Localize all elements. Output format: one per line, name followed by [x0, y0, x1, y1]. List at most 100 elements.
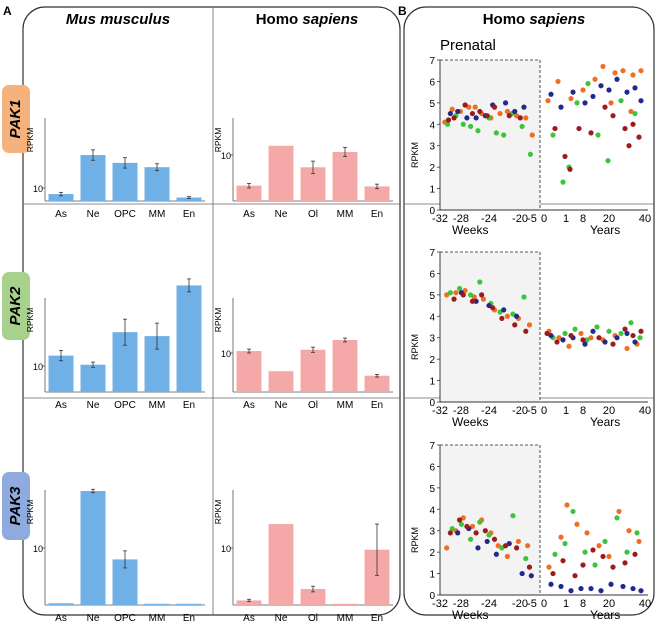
- data-point-orange: [628, 108, 634, 115]
- y-axis-label: RPKM: [213, 500, 223, 525]
- y-tick-label: 10: [221, 151, 231, 161]
- x-tick-label-en: En: [183, 209, 195, 220]
- data-point-red: [622, 560, 628, 566]
- data-point-green: [632, 110, 638, 117]
- data-point-navy: [582, 100, 588, 106]
- data-point-navy: [614, 76, 620, 82]
- y-tick-label: 1: [429, 185, 435, 196]
- gene-label-pak3: PAK3: [7, 486, 24, 526]
- data-point-navy: [447, 110, 453, 117]
- x-tick-label-as: As: [55, 400, 67, 411]
- panel-b-label: B: [398, 4, 407, 18]
- x-tick-label-postnatal: 0: [541, 405, 547, 417]
- data-point-green: [519, 123, 525, 130]
- x-tick-label-ne: Ne: [275, 400, 288, 411]
- data-point-red: [636, 134, 642, 140]
- data-point-green: [523, 555, 529, 562]
- x-tick-label-prenatal: -32: [432, 598, 448, 610]
- x-tick-label-en: En: [371, 209, 383, 220]
- y-tick-label: 7: [429, 441, 435, 452]
- data-point-orange: [638, 68, 644, 74]
- y-tick-label: 2: [429, 355, 435, 366]
- data-point-navy: [473, 115, 479, 121]
- prenatal-label: Prenatal: [440, 37, 496, 54]
- x-axis-label-years: Years: [590, 415, 620, 429]
- x-tick-label-en: En: [183, 400, 195, 411]
- data-point-navy: [455, 530, 461, 536]
- data-point-green: [560, 179, 566, 185]
- data-point-green: [456, 285, 463, 292]
- x-tick-label-mm: MM: [337, 209, 354, 220]
- data-point-red: [552, 125, 558, 132]
- x-tick-label-as: As: [243, 613, 255, 624]
- x-tick-label-ne: Ne: [275, 613, 288, 624]
- x-tick-label-prenatal: -20: [512, 598, 528, 610]
- panel-a-frame: [22, 6, 401, 616]
- bar-mm: [332, 340, 358, 392]
- x-tick-label-en: En: [183, 613, 195, 624]
- data-point-orange: [626, 528, 632, 534]
- data-point-navy: [582, 341, 588, 347]
- data-point-red: [482, 528, 488, 534]
- y-tick-label: 10: [33, 362, 43, 372]
- x-axis-label-weeks: Weeks: [452, 415, 488, 429]
- data-point-red: [600, 553, 606, 560]
- data-point-navy: [548, 581, 554, 587]
- data-point-red: [502, 543, 509, 549]
- bar-chart-pak1-mouse: 10 RPKM As Ne OPC MM En: [25, 118, 205, 220]
- data-point-navy: [590, 328, 596, 334]
- data-point-red: [445, 117, 452, 123]
- gene-badge-pak3: PAK3: [2, 472, 30, 540]
- data-point-orange: [600, 63, 606, 70]
- data-point-navy: [560, 337, 566, 343]
- title-sapiens-b: sapiens: [529, 11, 585, 28]
- x-tick-label-ol: Ol: [308, 613, 318, 624]
- bar-ne: [80, 155, 106, 201]
- data-point-red: [499, 315, 505, 322]
- bar-ne: [80, 491, 106, 605]
- data-point-red: [632, 551, 638, 557]
- x-tick-label-postnatal: 8: [580, 598, 586, 610]
- bar-en: [364, 186, 390, 201]
- data-point-green: [606, 328, 612, 334]
- data-point-green: [605, 158, 611, 164]
- x-tick-label-postnatal: 8: [580, 405, 586, 417]
- data-point-orange: [449, 106, 455, 112]
- x-tick-label-prenatal: -24: [481, 405, 497, 417]
- data-point-green: [501, 132, 507, 138]
- data-point-green: [475, 128, 481, 134]
- data-point-green: [460, 121, 466, 127]
- data-point-orange: [636, 538, 642, 545]
- data-point-red: [526, 564, 533, 570]
- gene-badge-pak2: PAK2: [2, 272, 30, 340]
- y-tick-label: 7: [429, 248, 435, 259]
- data-point-navy: [602, 339, 608, 345]
- data-point-red: [626, 143, 632, 149]
- x-tick-label-en: En: [371, 613, 383, 624]
- y-axis-label: RPKM: [410, 142, 420, 168]
- data-point-orange: [624, 345, 630, 352]
- x-tick-label-as: As: [243, 209, 255, 220]
- data-point-orange: [523, 115, 529, 121]
- data-point-green: [618, 330, 624, 337]
- y-tick-label: 3: [429, 334, 435, 345]
- x-axis-label-weeks: Weeks: [452, 223, 488, 237]
- y-tick-label: 1: [429, 570, 435, 581]
- x-tick-label-postnatal: 40: [639, 405, 651, 417]
- bar-chart-pak3-human: 10 RPKM As Ne Ol MM En: [213, 490, 393, 624]
- data-point-navy: [475, 545, 481, 551]
- data-point-green: [477, 279, 483, 285]
- bar-ol: [300, 589, 326, 605]
- x-tick-label-postnatal: 20: [603, 598, 615, 610]
- bar-as: [48, 194, 74, 201]
- data-point-orange: [606, 553, 612, 560]
- data-point-green: [493, 130, 499, 136]
- data-point-navy: [624, 330, 630, 337]
- data-point-red: [580, 562, 586, 568]
- bar-ne: [268, 524, 294, 605]
- data-point-green: [562, 330, 568, 337]
- data-point-red: [479, 292, 485, 298]
- data-point-orange: [545, 98, 551, 104]
